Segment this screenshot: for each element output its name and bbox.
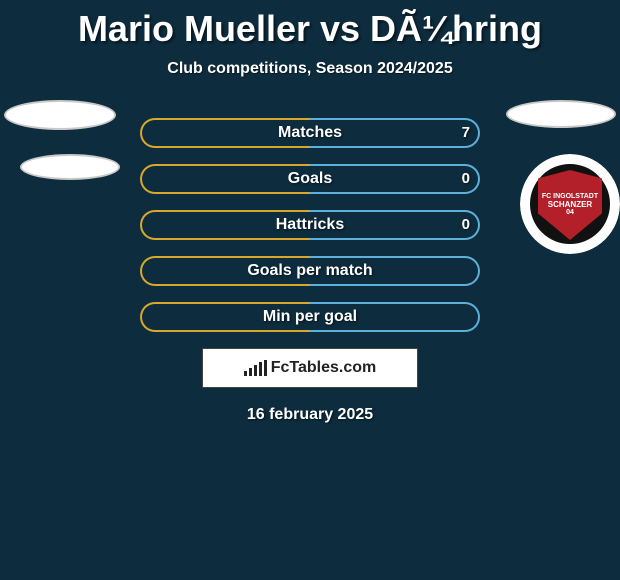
page-title: Mario Mueller vs DÃ¼hring: [0, 0, 620, 50]
crest-text-mid: SCHANZER: [542, 201, 598, 210]
crest-text-bot: 04: [542, 209, 598, 217]
date-text: 16 february 2025: [0, 406, 620, 424]
stat-row: Goals0: [140, 164, 480, 194]
signal-icon: [244, 360, 267, 376]
logo-text: FcTables.com: [271, 359, 377, 377]
stat-row: Hattricks0: [140, 210, 480, 240]
stat-value-right: 0: [462, 164, 470, 194]
stat-row: Goals per match: [140, 256, 480, 286]
subtitle: Club competitions, Season 2024/2025: [0, 60, 620, 78]
stat-label: Goals: [140, 164, 480, 194]
stats-panel: FC INGOLSTADT SCHANZER 04 Matches7Goals0…: [0, 118, 620, 332]
stat-value-right: 0: [462, 210, 470, 240]
stat-value-right: 7: [462, 118, 470, 148]
stat-label: Goals per match: [140, 256, 480, 286]
stat-label: Matches: [140, 118, 480, 148]
stat-label: Hattricks: [140, 210, 480, 240]
player-right-avatar: [506, 100, 616, 128]
stat-row: Min per goal: [140, 302, 480, 332]
fctables-logo: FcTables.com: [202, 348, 418, 388]
stat-rows: Matches7Goals0Hattricks0Goals per matchM…: [140, 118, 480, 332]
club-crest: FC INGOLSTADT SCHANZER 04: [520, 154, 620, 254]
stat-row: Matches7: [140, 118, 480, 148]
player-left-avatar-2: [20, 154, 120, 180]
stat-label: Min per goal: [140, 302, 480, 332]
player-left-avatar-1: [4, 100, 116, 130]
